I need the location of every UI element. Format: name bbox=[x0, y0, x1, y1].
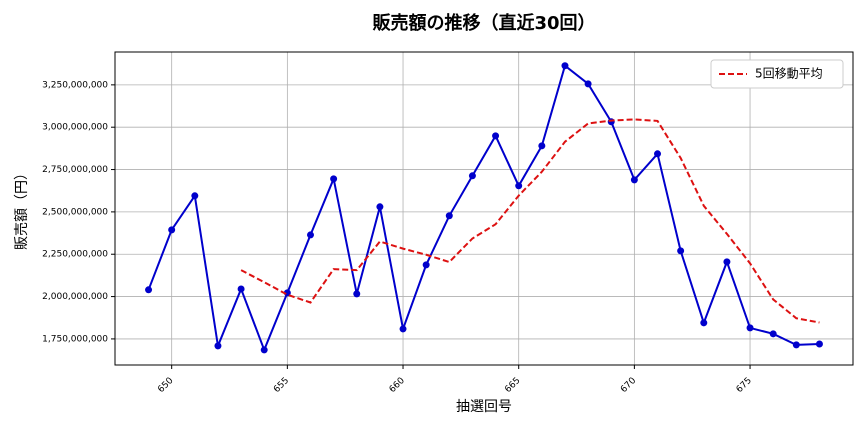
legend: 5回移動平均 bbox=[710, 59, 844, 89]
legend-label: 5回移動平均 bbox=[755, 67, 823, 81]
point bbox=[746, 324, 754, 332]
point bbox=[237, 285, 245, 293]
point bbox=[654, 150, 662, 158]
x-tick-label: 665 bbox=[503, 376, 522, 395]
point bbox=[792, 341, 800, 349]
plot-frame bbox=[114, 51, 854, 366]
point bbox=[468, 172, 476, 180]
series-line bbox=[240, 118, 820, 324]
point bbox=[700, 319, 708, 327]
y-tick-label: 3,250,000,000 bbox=[42, 80, 108, 90]
x-tick-label: 650 bbox=[156, 376, 175, 395]
point bbox=[445, 212, 453, 220]
series-line bbox=[147, 64, 820, 353]
point bbox=[353, 290, 361, 298]
y-tick-label: 1,750,000,000 bbox=[42, 334, 108, 344]
point bbox=[214, 342, 222, 350]
chart-title: 販売額の推移（直近30回） bbox=[372, 12, 595, 34]
point bbox=[561, 62, 569, 70]
y-tick-label: 2,750,000,000 bbox=[42, 165, 108, 175]
point bbox=[330, 175, 338, 183]
point bbox=[376, 203, 384, 211]
y-tick-label: 3,000,000,000 bbox=[42, 123, 108, 133]
y-axis-label: 販売額（円） bbox=[14, 166, 30, 250]
point bbox=[677, 247, 685, 255]
point bbox=[260, 346, 268, 354]
point bbox=[422, 261, 430, 269]
point bbox=[630, 176, 638, 184]
x-tick-label: 670 bbox=[619, 376, 638, 395]
x-axis-label: 抽選回号 bbox=[456, 399, 512, 415]
point bbox=[191, 192, 199, 200]
point bbox=[515, 182, 523, 190]
point bbox=[538, 142, 546, 150]
point bbox=[168, 226, 176, 234]
point bbox=[145, 286, 153, 294]
point bbox=[815, 340, 823, 348]
point bbox=[492, 132, 500, 140]
y-tick-label: 2,500,000,000 bbox=[42, 207, 108, 217]
y-tick-label: 2,000,000,000 bbox=[42, 292, 108, 302]
point bbox=[723, 258, 731, 266]
point bbox=[306, 231, 314, 239]
legend-box bbox=[710, 59, 844, 89]
x-tick-label: 660 bbox=[388, 376, 407, 395]
point bbox=[584, 80, 592, 88]
point bbox=[399, 325, 407, 333]
x-tick-label: 655 bbox=[272, 376, 291, 395]
y-tick-label: 2,250,000,000 bbox=[42, 250, 108, 260]
point bbox=[769, 330, 777, 338]
x-tick-label: 675 bbox=[735, 376, 754, 395]
